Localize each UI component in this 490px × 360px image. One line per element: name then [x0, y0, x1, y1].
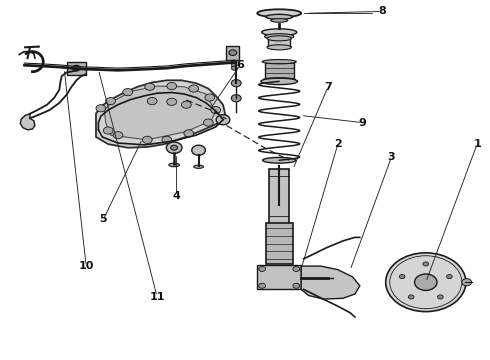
Ellipse shape	[261, 78, 297, 85]
Circle shape	[73, 65, 80, 71]
Circle shape	[423, 262, 429, 266]
Circle shape	[231, 95, 241, 102]
Circle shape	[106, 98, 116, 105]
Circle shape	[171, 145, 177, 150]
Circle shape	[293, 283, 300, 288]
Circle shape	[408, 295, 414, 299]
Circle shape	[259, 283, 266, 288]
Bar	[257, 265, 301, 289]
Ellipse shape	[267, 36, 292, 41]
Polygon shape	[301, 266, 360, 299]
Bar	[269, 39, 290, 47]
Text: 10: 10	[78, 261, 94, 271]
Text: 1: 1	[473, 139, 481, 149]
Circle shape	[438, 295, 443, 299]
Bar	[67, 62, 86, 75]
Text: 6: 6	[236, 60, 244, 70]
Bar	[265, 62, 294, 80]
Ellipse shape	[194, 165, 203, 168]
Circle shape	[399, 275, 405, 279]
Polygon shape	[20, 114, 35, 130]
Ellipse shape	[265, 34, 294, 40]
Circle shape	[96, 105, 106, 112]
Circle shape	[167, 82, 176, 90]
Bar	[270, 169, 289, 230]
Circle shape	[216, 115, 230, 125]
Text: 11: 11	[149, 292, 165, 302]
Ellipse shape	[266, 14, 293, 19]
Circle shape	[231, 66, 237, 70]
Polygon shape	[96, 80, 225, 148]
Bar	[226, 45, 239, 60]
Circle shape	[462, 279, 471, 286]
Circle shape	[123, 89, 133, 96]
Circle shape	[184, 130, 194, 137]
Circle shape	[415, 274, 437, 291]
Circle shape	[205, 94, 215, 101]
Ellipse shape	[262, 29, 297, 36]
Circle shape	[166, 142, 182, 153]
Ellipse shape	[267, 45, 292, 50]
Circle shape	[293, 266, 300, 271]
Circle shape	[103, 127, 113, 134]
Bar	[266, 223, 293, 264]
Ellipse shape	[270, 19, 288, 22]
Circle shape	[145, 83, 155, 90]
Circle shape	[143, 136, 152, 143]
Circle shape	[192, 145, 205, 155]
Circle shape	[231, 63, 237, 67]
Ellipse shape	[257, 9, 301, 17]
Ellipse shape	[262, 59, 296, 64]
Circle shape	[162, 136, 172, 143]
Circle shape	[113, 132, 123, 139]
Polygon shape	[104, 86, 216, 140]
Circle shape	[203, 119, 213, 126]
Ellipse shape	[263, 78, 295, 81]
Text: 2: 2	[334, 139, 342, 149]
Circle shape	[189, 85, 198, 92]
Circle shape	[229, 50, 237, 55]
Circle shape	[231, 60, 237, 64]
Circle shape	[181, 101, 191, 108]
Text: 5: 5	[99, 215, 107, 224]
Ellipse shape	[263, 157, 296, 163]
Text: 9: 9	[358, 118, 366, 128]
Ellipse shape	[169, 163, 179, 167]
Text: 8: 8	[378, 6, 386, 17]
Text: 7: 7	[324, 82, 332, 92]
Circle shape	[211, 107, 220, 114]
Circle shape	[446, 275, 452, 279]
Circle shape	[147, 98, 157, 105]
Circle shape	[167, 98, 176, 105]
Circle shape	[386, 253, 466, 312]
Text: 3: 3	[388, 152, 395, 162]
Text: 4: 4	[172, 191, 180, 201]
Circle shape	[259, 266, 266, 271]
Circle shape	[231, 80, 241, 87]
